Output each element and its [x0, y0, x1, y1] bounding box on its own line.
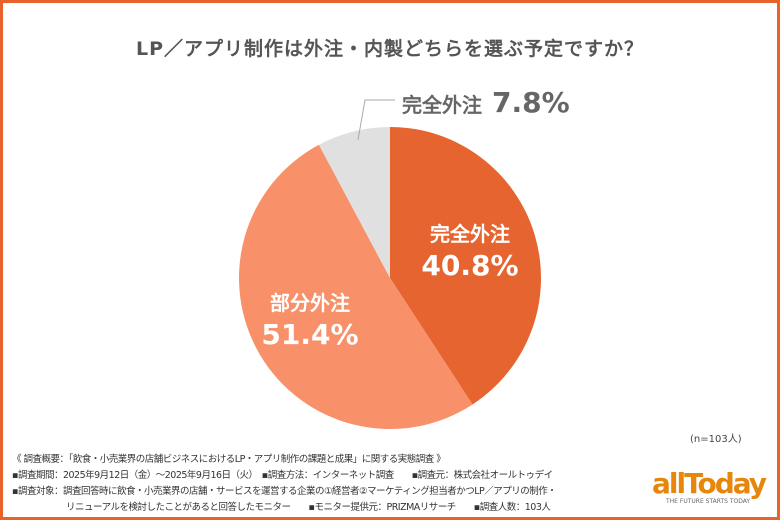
- leader-line: [357, 99, 395, 141]
- pie-slice-0: [390, 127, 541, 405]
- slice-label-1: 部分外注 51.4%: [250, 287, 370, 351]
- sample-size-note: (n=103人): [690, 434, 742, 445]
- footer-line-4: リニューアルを検討したことがあると回答したモニター ▪モニター提供元：PRIZM…: [12, 502, 551, 513]
- logo-wordmark: allToday: [652, 467, 767, 500]
- slice-1-name: 部分外注: [270, 291, 350, 315]
- slice-1-value: 51.4%: [261, 318, 359, 351]
- pie-slice-1: [239, 144, 473, 429]
- slice-0-name: 完全外注: [430, 222, 510, 246]
- footer-line-1: 《 調査概要：「飲食・小売業界の店舗ビジネスにおけるLP・アプリ制作の課題と成果…: [12, 454, 446, 465]
- slice-2-name: 完全外注: [402, 93, 482, 117]
- chart-title: LP／アプリ制作は外注・内製どちらを選ぶ予定ですか？: [135, 38, 645, 60]
- footer-line-2: ▪調査期間：2025年9月12日（金）～2025年9月16日（火） ▪調査方法：…: [12, 470, 553, 481]
- slice-label-2: 完全外注 7.8%: [402, 86, 570, 119]
- slice-0-value: 40.8%: [421, 249, 519, 282]
- slice-label-0: 完全外注 40.8%: [410, 218, 530, 282]
- survey-footer: 《 調査概要：「飲食・小売業界の店舗ビジネスにおけるLP・アプリ制作の課題と成果…: [12, 452, 632, 516]
- logo-tagline: THE FUTURE STARTS TODAY: [666, 498, 751, 505]
- alltoday-logo: allToday THE FUTURE STARTS TODAY: [652, 467, 770, 506]
- footer-line-3: ▪調査対象：調査回答時に飲食・小売業界の店舗・サービスを運営する企業の①経営者②…: [12, 486, 557, 497]
- pie-slice-2: [318, 127, 390, 278]
- slice-2-value: 7.8%: [492, 86, 570, 119]
